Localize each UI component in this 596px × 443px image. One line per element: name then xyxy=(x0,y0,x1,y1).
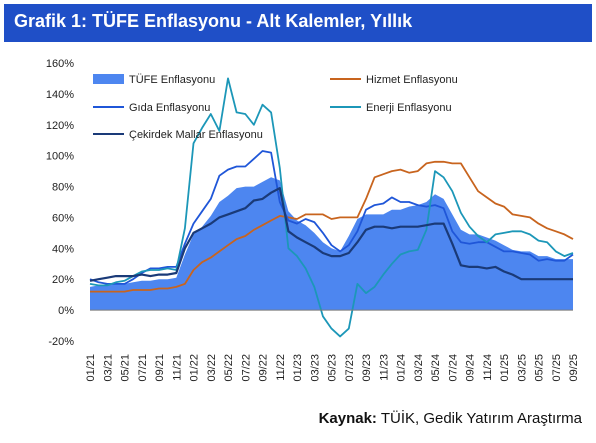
x-tick-label: 07/24 xyxy=(447,354,459,382)
legend: TÜFE Enflasyonu Hizmet Enflasyonu Gıda Enf… xyxy=(93,74,458,141)
series-line-hizmet xyxy=(90,160,574,293)
x-tick-label: 09/24 xyxy=(465,354,477,382)
y-tick-label: 40% xyxy=(52,243,74,255)
x-tick-label: 05/24 xyxy=(430,354,442,382)
x-tick-label: 01/22 xyxy=(189,354,201,382)
x-tick-label: 01/23 xyxy=(292,354,304,382)
x-tick-label: 07/21 xyxy=(137,354,149,382)
source-text: TÜİK, Gedik Yatırım Araştırma xyxy=(380,410,582,427)
x-tick-label: 11/24 xyxy=(482,354,494,381)
x-tick-label: 07/23 xyxy=(344,354,356,382)
legend-label-tufe: TÜFE Enflasyonu xyxy=(129,74,215,86)
x-tick-label: 05/23 xyxy=(327,354,339,382)
series-line-enerji xyxy=(89,77,574,338)
x-tick-label: 09/21 xyxy=(154,354,166,382)
x-tick-label: 03/24 xyxy=(413,354,425,382)
y-tick-label: 80% xyxy=(52,182,74,194)
x-tick-label: 09/23 xyxy=(361,354,373,382)
legend-label-hizmet: Hizmet Enflasyonu xyxy=(366,74,458,86)
y-tick-label: 0% xyxy=(58,305,74,317)
x-tick-label: 07/22 xyxy=(240,354,252,382)
x-tick-label: 05/22 xyxy=(223,354,235,382)
x-tick-label: 05/21 xyxy=(120,354,132,382)
x-tick-label: 05/25 xyxy=(534,354,546,382)
y-tick-label: 160% xyxy=(46,58,74,70)
legend-swatch-tufe xyxy=(93,74,124,84)
source-label: Kaynak: xyxy=(318,410,377,427)
legend-label-gida: Gıda Enflasyonu xyxy=(129,102,210,114)
x-tick-label: 11/22 xyxy=(275,354,287,381)
y-tick-label: -20% xyxy=(48,336,74,348)
x-tick-label: 03/23 xyxy=(309,354,321,382)
x-tick-label: 11/21 xyxy=(171,354,183,381)
x-tick-label: 03/21 xyxy=(102,354,114,382)
x-tick-label: 01/21 xyxy=(85,354,97,382)
y-tick-label: 140% xyxy=(46,89,74,101)
source-note: Kaynak: TÜİK, Gedik Yatırım Araştırma xyxy=(319,410,582,427)
title-bar: Grafik 1: TÜFE Enflasyonu - Alt Kalemler… xyxy=(4,4,592,42)
x-tick-label: 11/23 xyxy=(378,354,390,381)
chart-title: Grafik 1: TÜFE Enflasyonu - Alt Kalemler… xyxy=(14,11,413,31)
series-area-layer xyxy=(90,177,573,311)
series-area-tufe xyxy=(90,177,573,311)
x-tick-label: 09/22 xyxy=(258,354,270,382)
x-tick-label: 01/25 xyxy=(499,354,511,382)
y-tick-label: 100% xyxy=(46,151,74,163)
series-line-layer xyxy=(89,77,574,338)
x-tick-label: 07/25 xyxy=(551,354,563,382)
legend-label-enerji: Enerji Enflasyonu xyxy=(366,102,452,114)
x-tick-label: 01/24 xyxy=(396,354,408,382)
axis-layer: -20% 0% 20% 40% 60% 80% 100% 120% 140% 160% 01/21 0… xyxy=(46,58,580,382)
y-tick-label: 60% xyxy=(52,212,74,224)
y-tick-label: 120% xyxy=(46,120,74,132)
x-tick-label: 03/25 xyxy=(516,354,528,382)
x-tick-label: 09/25 xyxy=(568,354,580,382)
x-tick-label: 03/22 xyxy=(206,354,218,382)
series-line-gida xyxy=(89,150,574,285)
y-tick-label: 20% xyxy=(52,274,74,286)
legend-label-cekirdek: Çekirdek Mallar Enflasyonu xyxy=(129,129,263,141)
series-line-cekirdek xyxy=(89,187,573,282)
